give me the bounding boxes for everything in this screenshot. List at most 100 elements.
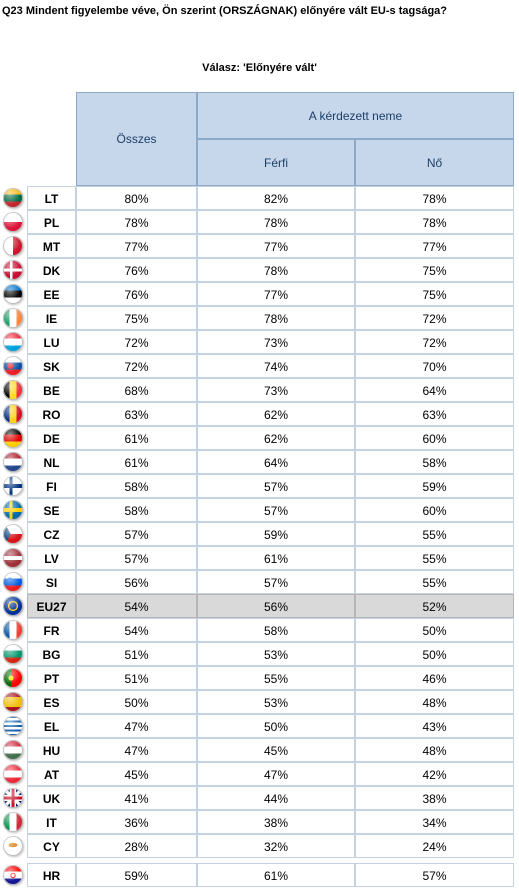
male-value: 57% [197,570,355,594]
country-code: DE [27,426,76,450]
country-code: LV [27,546,76,570]
female-value: 52% [355,594,514,618]
total-value: 47% [76,714,197,738]
question-title: Q23 Mindent figyelembe véve, Ön szerint … [2,5,448,17]
female-value: 55% [355,570,514,594]
table-row: IT 36% 38% 34% [0,810,514,834]
lu-flag-icon [3,332,23,352]
country-code: EE [27,282,76,306]
country-code: PL [27,210,76,234]
female-value: 64% [355,378,514,402]
female-value: 48% [355,690,514,714]
country-code: MT [27,234,76,258]
table-row: SE 58% 57% 60% [0,498,514,522]
country-code: UK [27,786,76,810]
female-value: 34% [355,810,514,834]
country-code: SK [27,354,76,378]
total-value: 80% [76,186,197,210]
total-value: 72% [76,330,197,354]
total-value: 77% [76,234,197,258]
table-row: PT 51% 55% 46% [0,666,514,690]
total-value: 68% [76,378,197,402]
table-row: MT 77% 77% 77% [0,234,514,258]
table-row: NL 61% 64% 58% [0,450,514,474]
lv-flag-icon [3,548,23,568]
male-value: 53% [197,642,355,666]
female-value: 78% [355,186,514,210]
country-code: IE [27,306,76,330]
country-code: LU [27,330,76,354]
total-value: 57% [76,546,197,570]
table-row: BE 68% 73% 64% [0,378,514,402]
table-row: UK 41% 44% 38% [0,786,514,810]
female-value: 57% [355,863,514,887]
country-code: NL [27,450,76,474]
table-row: SK 72% 74% 70% [0,354,514,378]
fr-flag-icon [3,620,23,640]
ee-flag-icon [3,284,23,304]
male-value: 82% [197,186,355,210]
total-value: 56% [76,570,197,594]
total-value: 54% [76,618,197,642]
total-value: 51% [76,642,197,666]
header-male: Férfi [197,139,355,186]
country-code: HR [27,863,76,887]
table-row: AT 45% 47% 42% [0,762,514,786]
female-value: 42% [355,762,514,786]
hr-flag-icon [3,865,23,885]
female-value: 75% [355,258,514,282]
total-value: 76% [76,258,197,282]
table-row: LU 72% 73% 72% [0,330,514,354]
male-value: 45% [197,738,355,762]
female-value: 38% [355,786,514,810]
cy-flag-icon [3,836,23,856]
male-value: 57% [197,498,355,522]
table-row: BG 51% 53% 50% [0,642,514,666]
country-code: PT [27,666,76,690]
male-value: 58% [197,618,355,642]
male-value: 64% [197,450,355,474]
bg-flag-icon [3,644,23,664]
table-row: DK 76% 78% 75% [0,258,514,282]
es-flag-icon [3,692,23,712]
male-value: 78% [197,210,355,234]
total-value: 59% [76,863,197,887]
total-value: 72% [76,354,197,378]
total-value: 61% [76,450,197,474]
table-row: HU 47% 45% 48% [0,738,514,762]
total-value: 28% [76,834,197,858]
table-row: LT 80% 82% 78% [0,186,514,210]
male-value: 38% [197,810,355,834]
male-value: 53% [197,690,355,714]
female-value: 50% [355,642,514,666]
female-value: 60% [355,426,514,450]
total-value: 51% [76,666,197,690]
female-value: 59% [355,474,514,498]
country-code: EU27 [27,594,76,618]
table-row: LV 57% 61% 55% [0,546,514,570]
female-value: 72% [355,330,514,354]
table-row: CY 28% 32% 24% [0,834,514,858]
male-value: 77% [197,234,355,258]
gr-flag-icon [3,716,23,736]
male-value: 55% [197,666,355,690]
country-code: FI [27,474,76,498]
female-value: 75% [355,282,514,306]
female-value: 24% [355,834,514,858]
country-code: SI [27,570,76,594]
male-value: 61% [197,546,355,570]
eu-flag-icon [3,596,23,616]
pl-flag-icon [3,212,23,232]
male-value: 57% [197,474,355,498]
be-flag-icon [3,380,23,400]
cz-flag-icon [3,524,23,544]
male-value: 59% [197,522,355,546]
country-code: IT [27,810,76,834]
female-value: 58% [355,450,514,474]
country-code: CY [27,834,76,858]
country-code: LT [27,186,76,210]
female-value: 43% [355,714,514,738]
male-value: 56% [197,594,355,618]
male-value: 73% [197,378,355,402]
table-row: EL 47% 50% 43% [0,714,514,738]
